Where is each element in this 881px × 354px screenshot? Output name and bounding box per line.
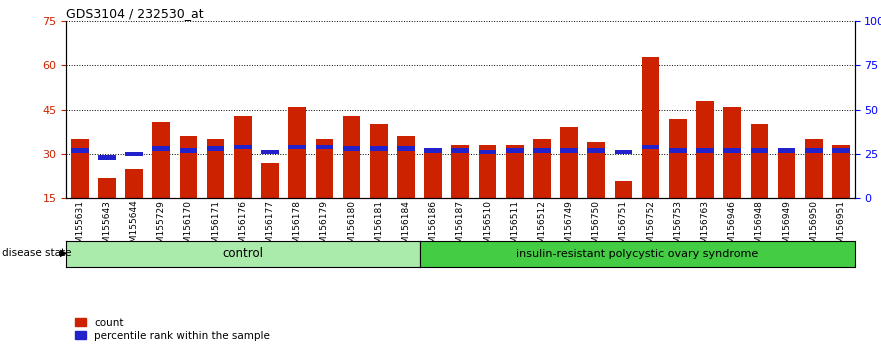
Bar xyxy=(98,155,115,160)
Bar xyxy=(723,148,741,153)
Bar xyxy=(642,145,660,149)
Bar xyxy=(425,151,442,198)
Bar xyxy=(751,148,768,153)
Bar xyxy=(751,125,768,198)
Bar xyxy=(207,139,225,198)
Bar xyxy=(70,148,88,153)
Text: disease state: disease state xyxy=(2,248,71,258)
Bar xyxy=(560,148,578,153)
Bar xyxy=(588,148,605,153)
Bar xyxy=(98,178,115,198)
Bar xyxy=(152,147,170,151)
Bar xyxy=(451,145,470,198)
Bar xyxy=(615,181,633,198)
Bar xyxy=(425,148,442,153)
Bar xyxy=(234,145,252,149)
Bar xyxy=(669,148,686,153)
Bar xyxy=(696,148,714,153)
Bar xyxy=(478,150,496,154)
Text: control: control xyxy=(222,247,263,261)
Bar xyxy=(180,136,197,198)
Bar xyxy=(397,136,415,198)
Bar xyxy=(70,139,88,198)
Bar xyxy=(370,125,388,198)
Bar xyxy=(533,139,551,198)
Bar xyxy=(288,145,306,149)
Text: insulin-resistant polycystic ovary syndrome: insulin-resistant polycystic ovary syndr… xyxy=(516,249,759,259)
Bar xyxy=(397,147,415,151)
Bar xyxy=(669,119,686,198)
Bar xyxy=(451,148,470,153)
Bar xyxy=(588,142,605,198)
Bar xyxy=(642,57,660,198)
Bar xyxy=(833,148,850,153)
Bar xyxy=(315,145,333,149)
Bar xyxy=(343,116,360,198)
Bar xyxy=(125,152,143,156)
Bar xyxy=(370,147,388,151)
Bar xyxy=(315,139,333,198)
Bar xyxy=(615,150,633,154)
Bar xyxy=(778,148,796,153)
Bar xyxy=(234,116,252,198)
Bar xyxy=(560,127,578,198)
Bar xyxy=(261,163,278,198)
Bar xyxy=(478,145,496,198)
Bar xyxy=(506,145,523,198)
Bar xyxy=(180,148,197,153)
Bar xyxy=(125,169,143,198)
Bar xyxy=(533,148,551,153)
Text: ▶: ▶ xyxy=(60,248,68,258)
Bar xyxy=(805,139,823,198)
Bar xyxy=(288,107,306,198)
Bar xyxy=(343,147,360,151)
Bar xyxy=(506,148,523,153)
Text: GDS3104 / 232530_at: GDS3104 / 232530_at xyxy=(66,7,204,20)
Bar xyxy=(833,145,850,198)
Bar xyxy=(152,121,170,198)
Legend: count, percentile rank within the sample: count, percentile rank within the sample xyxy=(71,314,274,345)
Bar xyxy=(261,150,278,154)
Bar xyxy=(696,101,714,198)
Bar xyxy=(778,148,796,198)
Bar xyxy=(723,107,741,198)
Bar xyxy=(207,147,225,151)
Bar xyxy=(805,148,823,153)
